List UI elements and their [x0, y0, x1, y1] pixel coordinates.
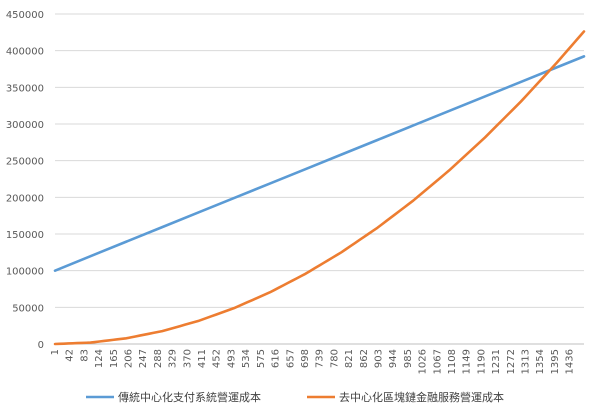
x-tick-label: 1108: [447, 349, 458, 374]
x-tick-label: 739: [315, 349, 326, 368]
legend: 傳統中心化支付系統營運成本 去中心化區塊鏈金融服務營運成本: [86, 390, 504, 404]
x-tick-label: 903: [373, 349, 384, 368]
gridlines: [55, 13, 584, 308]
x-tick-label: 657: [285, 349, 296, 368]
x-axis-tick-labels: 1 42 83 124 165 206 247 288 329 370 411 452 493 534 57…: [50, 349, 576, 374]
series-line-blockchain: [53, 30, 586, 346]
y-axis-tick-labels: 0 50000 100000 150000 200000 250000 300000 3500…: [6, 10, 44, 351]
y-tick-label: 400000: [6, 47, 44, 58]
x-tick-label: 1067: [432, 349, 443, 374]
y-tick-label: 200000: [6, 193, 44, 204]
x-tick-label: 206: [124, 349, 135, 368]
x-tick-label: 247: [138, 349, 149, 368]
x-tick-label: 1231: [491, 349, 502, 374]
x-tick-label: 493: [226, 349, 237, 368]
y-tick-label: 450000: [6, 10, 44, 21]
y-tick-label: 300000: [6, 120, 44, 131]
x-tick-label: 616: [271, 349, 282, 368]
y-tick-label: 50000: [12, 303, 44, 314]
x-tick-label: 821: [344, 349, 355, 368]
x-tick-label: 1026: [418, 349, 429, 374]
x-tick-label: 83: [79, 349, 90, 362]
x-tick-label: 780: [329, 349, 340, 368]
x-tick-label: 1190: [476, 349, 487, 374]
series-lines: [53, 30, 586, 346]
x-tick-label: 1272: [506, 349, 517, 374]
x-tick-label: 1354: [535, 349, 546, 374]
x-tick-label: 1436: [565, 349, 576, 374]
x-tick-label: 288: [153, 349, 164, 368]
x-tick-label: 575: [256, 349, 267, 368]
legend-label: 去中心化區塊鏈金融服務營運成本: [339, 390, 504, 404]
series-line-centralized: [53, 55, 586, 272]
x-tick-label: 411: [197, 349, 208, 368]
x-tick-label: 985: [403, 349, 414, 368]
x-tick-label: 698: [300, 349, 311, 368]
y-tick-label: 350000: [6, 83, 44, 94]
x-tick-label: 862: [359, 349, 370, 368]
x-tick-label: 124: [94, 349, 105, 368]
x-tick-label: 370: [182, 349, 193, 368]
x-tick-label: 165: [109, 349, 120, 368]
x-tick-label: 1313: [521, 349, 532, 374]
x-tick-label: 534: [241, 349, 252, 368]
x-tick-label: 329: [168, 349, 179, 368]
x-tick-label: 1: [50, 349, 61, 355]
y-tick-label: 150000: [6, 230, 44, 241]
y-tick-label: 0: [38, 340, 44, 351]
x-tick-label: 42: [65, 349, 76, 362]
x-tick-label: 1395: [550, 349, 561, 374]
x-tick-label: 1149: [462, 349, 473, 374]
x-tick-label: 452: [212, 349, 223, 368]
x-tick-label: 944: [388, 349, 399, 368]
legend-label: 傳統中心化支付系統營運成本: [118, 390, 261, 404]
y-tick-label: 100000: [6, 267, 44, 278]
y-tick-label: 250000: [6, 157, 44, 168]
